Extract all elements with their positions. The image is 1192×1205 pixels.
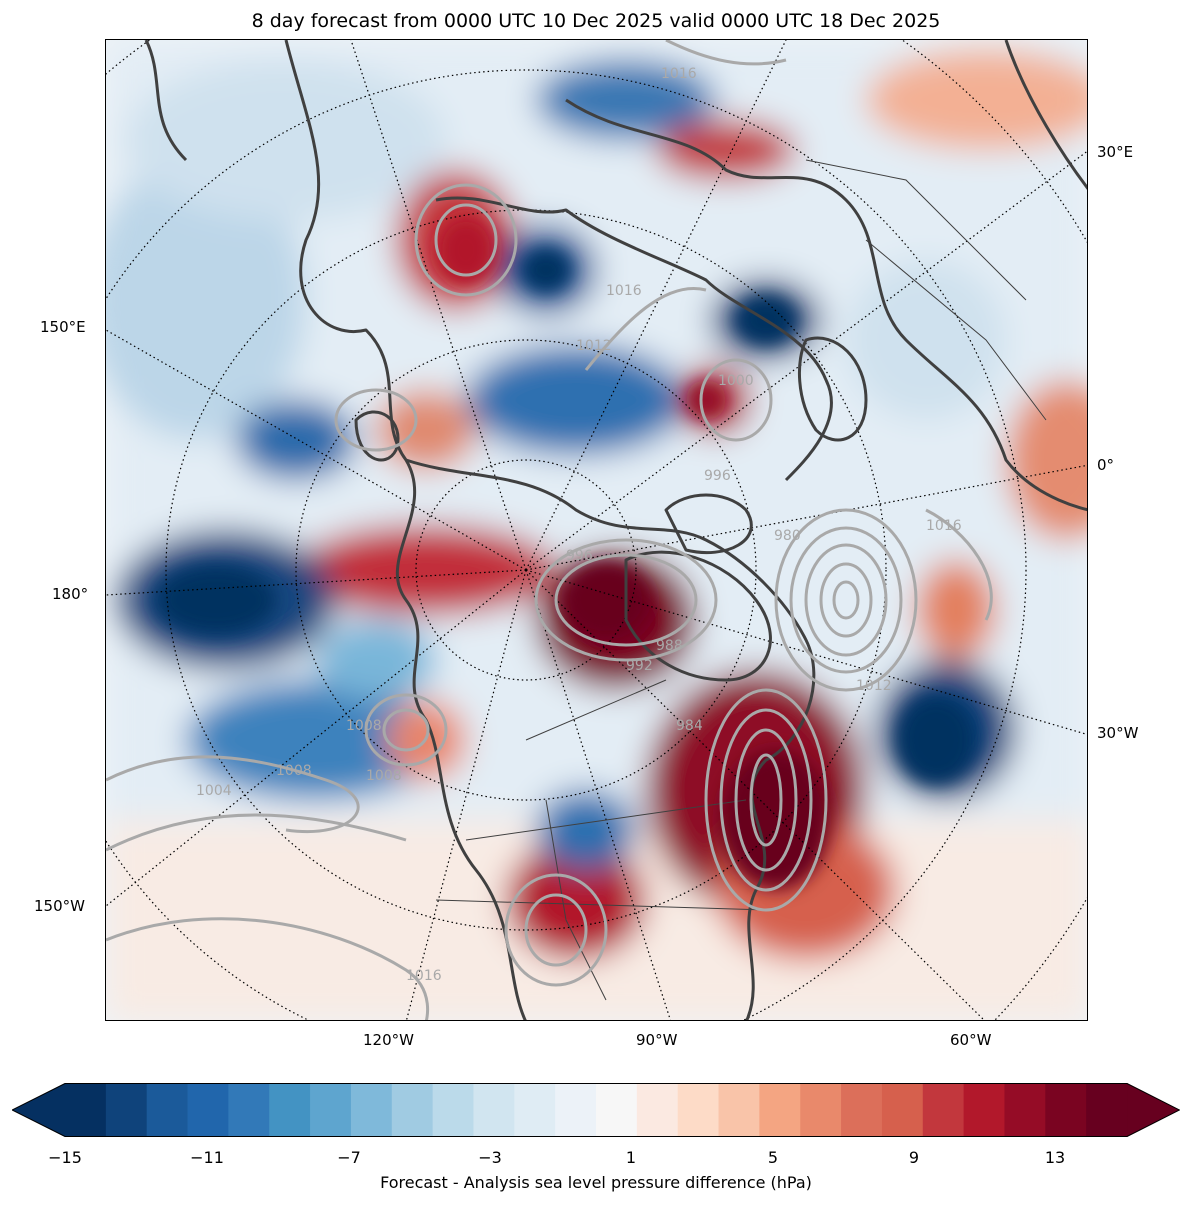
colorbar-extend-min <box>12 1083 65 1137</box>
colorbar-tick: 9 <box>908 1148 920 1167</box>
lon-label-30e: 30°E <box>1097 143 1134 161</box>
contour-label: 1008 <box>346 718 382 734</box>
colorbar-swatch <box>350 1083 393 1137</box>
contour-labels: 1016 1016 1012 1008 1008 1004 1000 996 9… <box>196 66 962 984</box>
colorbar-tick: 1 <box>625 1148 637 1167</box>
pressure-contours <box>106 40 993 1020</box>
colorbar-tick: −3 <box>478 1148 502 1167</box>
colorbar-swatch <box>759 1083 801 1137</box>
contour-label: 1016 <box>406 968 442 984</box>
colorbar-swatch <box>269 1083 311 1137</box>
colorbar-swatch <box>473 1083 515 1137</box>
contour-label: 1016 <box>926 518 962 534</box>
colorbar-swatch <box>800 1083 842 1137</box>
contour-label: 1012 <box>576 338 612 354</box>
colorbar-tick: −15 <box>48 1148 82 1167</box>
colorbar-swatch <box>963 1083 1006 1137</box>
colorbar-swatch <box>432 1083 475 1137</box>
colorbar-label: Forecast - Analysis sea level pressure d… <box>380 1173 812 1192</box>
colorbar-swatch <box>555 1083 597 1137</box>
lon-label-180: 180° <box>52 585 89 603</box>
lon-label-150w: 150°W <box>34 897 85 915</box>
colorbar-swatch <box>514 1083 556 1137</box>
contour-label: 992 <box>626 658 653 674</box>
colorbar-svg <box>10 1083 1181 1137</box>
contour-label: 996 <box>704 468 731 484</box>
map-canvas: 1016 1016 1012 1008 1008 1004 1000 996 9… <box>106 40 1087 1020</box>
contour-label: 1008 <box>276 763 312 779</box>
colorbar-swatch <box>65 1083 107 1137</box>
colorbar-swatch <box>187 1083 229 1137</box>
contour-label: 988 <box>656 638 683 654</box>
colorbar-swatch <box>881 1083 924 1137</box>
colorbar-swatch <box>391 1083 434 1137</box>
contour-label: 980 <box>774 528 801 544</box>
colorbar-tick: 5 <box>767 1148 779 1167</box>
contour-label: 984 <box>676 718 703 734</box>
colorbar-swatch <box>636 1083 679 1137</box>
colorbar-outline <box>10 1083 1181 1137</box>
colorbar-swatch <box>596 1083 638 1137</box>
colorbar-swatch <box>1004 1083 1046 1137</box>
lon-label-150e: 150°E <box>40 318 86 336</box>
figure-title: 8 day forecast from 0000 UTC 10 Dec 2025… <box>251 10 941 32</box>
lon-label-0: 0° <box>1097 456 1115 474</box>
colorbar-swatch <box>146 1083 189 1137</box>
colorbar-tick: −11 <box>190 1148 224 1167</box>
colorbar <box>10 1083 1181 1137</box>
lon-label-60w: 60°W <box>950 1031 992 1049</box>
colorbar-swatch <box>310 1083 352 1137</box>
contour-label: 1016 <box>606 283 642 299</box>
colorbar-swatch <box>1086 1083 1128 1137</box>
colorbar-swatch <box>718 1083 760 1137</box>
colorbar-swatch <box>841 1083 883 1137</box>
polar-stereographic-map: 1016 1016 1012 1008 1008 1004 1000 996 9… <box>105 39 1088 1021</box>
colorbar-extend-max <box>1127 1083 1180 1137</box>
contour-label: 1000 <box>718 373 754 389</box>
lon-label-90w: 90°W <box>636 1031 678 1049</box>
colorbar-swatch <box>922 1083 965 1137</box>
borders <box>435 159 1047 1001</box>
coastlines <box>144 40 1087 1020</box>
colorbar-swatch <box>105 1083 148 1137</box>
contour-label: 1012 <box>856 678 892 694</box>
colorbar-swatch <box>1045 1083 1087 1137</box>
contour-label: 1008 <box>366 768 402 784</box>
colorbar-swatch <box>677 1083 720 1137</box>
contour-label: 996 <box>566 548 593 564</box>
contour-label: 1016 <box>661 66 697 82</box>
colorbar-tick: −7 <box>337 1148 361 1167</box>
contour-label: 1004 <box>196 783 232 799</box>
colorbar-tick: 13 <box>1044 1148 1066 1167</box>
lon-label-120w: 120°W <box>363 1031 414 1049</box>
lon-label-30w: 30°W <box>1097 724 1139 742</box>
colorbar-swatch <box>228 1083 270 1137</box>
